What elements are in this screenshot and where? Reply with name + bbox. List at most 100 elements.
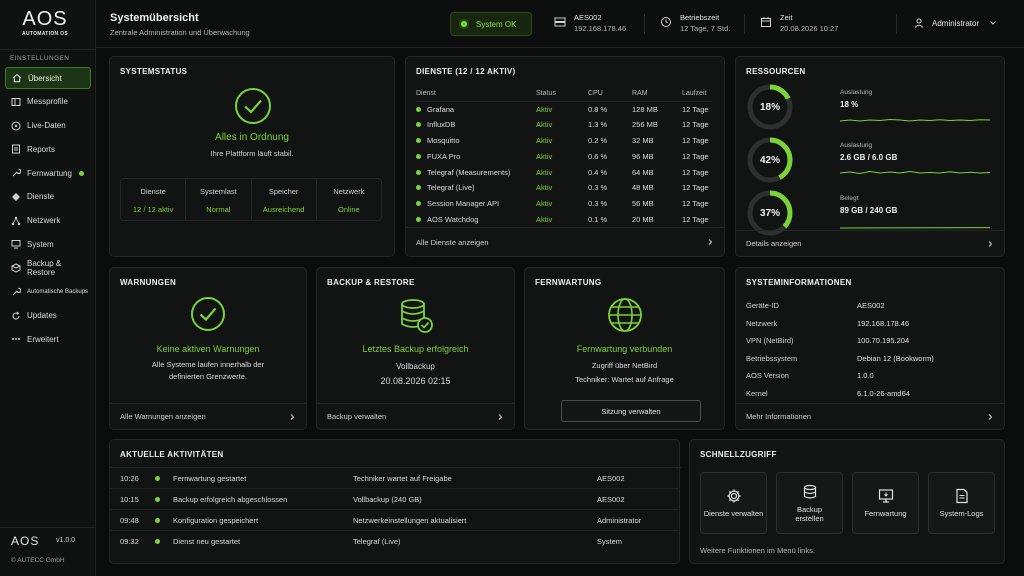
quick-manage-services-button[interactable]: Dienste verwalten (700, 472, 767, 534)
resource-row: 18% Auslastung 18 % (746, 83, 994, 133)
status-dot (416, 106, 421, 112)
summary-value: 12 / 12 aktiv (132, 205, 174, 214)
gauge-percent: 37% (759, 207, 780, 219)
remote-card: FERNWARTUNG Fernwartung verbunden Zugrif… (524, 267, 725, 430)
chevron-right-icon (986, 413, 994, 421)
sidebar-item-reports[interactable]: Reports (5, 138, 91, 160)
sidebar-item-label: Updates (27, 311, 57, 320)
sidebar-item-fernwartung[interactable]: Fernwartung (5, 162, 91, 184)
card-title: SYSTEMSTATUS (120, 67, 188, 76)
service-ram: 32 MB (632, 135, 654, 145)
service-ram: 96 MB (632, 151, 654, 161)
sidebar-item-updates[interactable]: Updates (5, 305, 91, 327)
cube-icon (11, 192, 21, 202)
more-info-link[interactable]: Mehr Informationen (736, 403, 1004, 429)
summary-value: Online (338, 205, 360, 214)
table-row[interactable]: Grafana Aktiv 0.8 % 128 MB 12 Tage (416, 101, 712, 117)
table-row[interactable]: Telegraf (Measurements) Aktiv 0.4 % 64 MB 12… (416, 164, 712, 180)
resource-gauge: 37% (746, 189, 794, 237)
service-name: InfluxDB (427, 120, 456, 130)
service-ram: 64 MB (632, 167, 654, 177)
resource-gauge: 18% (746, 83, 794, 131)
show-all-warnings-link[interactable]: Alle Warnungen anzeigen (110, 403, 306, 429)
quick-access-note: Weitere Funktionen im Menü links. (700, 546, 815, 555)
quick-label: System-Logs (939, 509, 984, 518)
version-label: v1.0.0 (56, 537, 76, 544)
resource-value: 2.6 GB / 6.0 GB (840, 153, 898, 162)
activity-source: System (597, 537, 623, 546)
sidebar-item-live-daten[interactable]: Live-Daten (5, 115, 91, 137)
activity-source: AES002 (597, 474, 625, 483)
backup-type: Vollbackup (396, 362, 435, 371)
sidebar-item-system[interactable]: System (5, 233, 91, 255)
activity-row[interactable]: 09:48 Konfiguration gespeichert Netzwerk… (110, 510, 680, 531)
warnings-headline: Keine aktiven Warnungen (156, 344, 260, 354)
info-key: Betriebssystem (746, 354, 798, 363)
service-ram: 256 MB (632, 120, 658, 130)
sidebar-item-erweitert[interactable]: Erweitert (5, 328, 91, 350)
service-ram: 128 MB (632, 104, 658, 114)
globe-icon (606, 296, 644, 334)
table-row[interactable]: Session Manager API Aktiv 0.3 % 56 MB 12 Tag… (416, 196, 712, 212)
table-row[interactable]: FUXA Pro Aktiv 0.6 % 96 MB 12 Tage (416, 148, 712, 164)
info-value: 1.0.0 (857, 371, 874, 380)
sidebar-item-label: Übersicht (28, 73, 62, 83)
status-dot (416, 216, 421, 222)
service-name: Mosquitto (427, 135, 460, 145)
column-header: Laufzeit (682, 87, 712, 102)
resource-details-link[interactable]: Details anzeigen (736, 230, 1004, 256)
sidebar-item-uebersicht[interactable]: Übersicht (5, 67, 91, 89)
sidebar-item-label: Backup & Restore (27, 259, 62, 277)
service-name: Grafana (427, 104, 455, 114)
wrench-icon (11, 168, 21, 178)
uptime-label: Betriebszeit (680, 13, 720, 22)
user-menu[interactable]: Administrator (914, 18, 997, 28)
status-dot (416, 201, 421, 207)
table-row[interactable]: AOS Watchdog Aktiv 0.1 % 20 MB 12 Tage (416, 212, 712, 228)
show-all-services-link[interactable]: Alle Dienste anzeigen (406, 227, 724, 256)
sidebar-item-backup-restore[interactable]: Backup & Restore (5, 257, 91, 279)
database-icon (802, 484, 818, 500)
table-row[interactable]: InfluxDB Aktiv 1.3 % 256 MB 12 Tage (416, 117, 712, 133)
manage-session-button[interactable]: Sitzung verwalten (561, 400, 701, 422)
sidebar-divider (0, 49, 96, 50)
logo[interactable]: AOS AUTOMATION OS (12, 9, 78, 37)
service-name: Telegraf (Measurements) (427, 167, 511, 177)
header-separator (896, 14, 897, 34)
resource-label: Belegt (840, 195, 859, 202)
summary-dienste[interactable]: Dienste 12 / 12 aktiv (121, 179, 187, 220)
user-name: Administrator (932, 18, 980, 28)
system-status-badge[interactable]: System OK (450, 12, 532, 36)
sidebar-item-netzwerk[interactable]: Netzwerk (5, 210, 91, 232)
wrench-icon (11, 287, 21, 297)
status-dot (416, 122, 421, 128)
status-subtitle: Ihre Plattform läuft stabil. (210, 149, 294, 158)
service-uptime: 12 Tage (682, 183, 709, 193)
warnings-text: Alle Systeme laufen innerhalb der (151, 360, 265, 369)
activity-row[interactable]: 09:32 Dienst neu gestartet Telegraf (Liv… (110, 531, 680, 552)
service-uptime: 12 Tage (682, 104, 709, 114)
quick-create-backup-button[interactable]: Backup erstellen (776, 472, 843, 534)
table-row[interactable]: Mosquitto Aktiv 0.2 % 32 MB 12 Tage (416, 133, 712, 149)
sidebar-item-messprofile[interactable]: Messprofile (5, 91, 91, 113)
activity-row[interactable]: 10:26 Fernwartung gestartet Techniker wa… (110, 468, 680, 489)
summary-value: Ausreichend (262, 205, 305, 214)
service-cpu: 0.3 % (588, 199, 608, 209)
sidebar-item-label: Live-Daten (27, 121, 66, 130)
quick-remote-button[interactable]: Fernwartung (852, 472, 919, 534)
time-label: Zeit (780, 13, 793, 22)
sidebar-item-automatische-backups[interactable]: Automatische Backups (5, 281, 91, 303)
manage-backup-link[interactable]: Backup verwalten (317, 403, 514, 429)
sparkline (840, 170, 990, 175)
ellipsis-icon (11, 334, 21, 344)
activity-row[interactable]: 10:15 Backup erfolgreich abgeschlossen V… (110, 489, 680, 510)
system-status-label: System OK (476, 19, 517, 29)
service-status: Aktiv (536, 167, 553, 177)
service-cpu: 0.6 % (588, 151, 608, 161)
quick-system-logs-button[interactable]: System-Logs (928, 472, 995, 534)
sidebar-item-label: Netzwerk (27, 216, 61, 225)
warnings-card: WARNUNGEN Keine aktiven Warnungen Alle S… (109, 267, 307, 430)
status-dot (155, 497, 160, 502)
table-row[interactable]: Telegraf (Live) Aktiv 0.3 % 48 MB 12 Tage (416, 180, 712, 196)
sidebar-item-dienste[interactable]: Dienste (5, 186, 91, 208)
